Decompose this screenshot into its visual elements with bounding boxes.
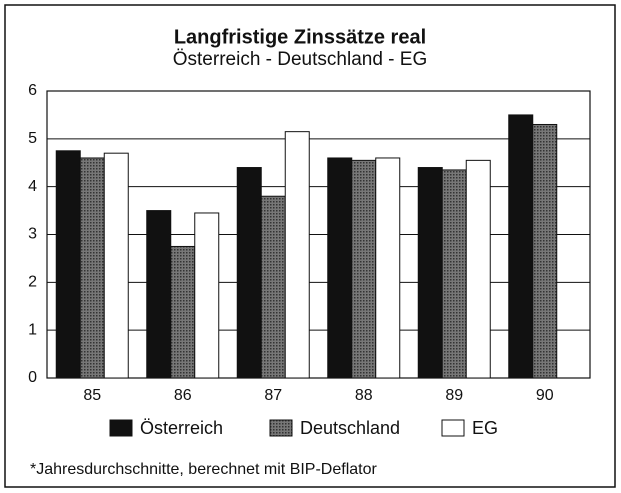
x-tick-label: 89 (445, 387, 463, 404)
x-tick-label: 85 (83, 387, 101, 404)
y-tick-label: 0 (28, 369, 37, 386)
bar (532, 123, 558, 379)
legend-swatch (441, 419, 465, 437)
bar (146, 210, 172, 379)
y-tick-label: 6 (28, 82, 37, 99)
x-tick-label: 86 (174, 387, 192, 404)
bar (260, 195, 286, 379)
legend-label: EG (472, 418, 498, 438)
bar (103, 152, 129, 379)
y-tick-label: 3 (28, 226, 37, 243)
x-tick-label: 88 (355, 387, 373, 404)
frame (4, 4, 616, 488)
bar (508, 114, 534, 379)
legend-swatch (269, 419, 293, 437)
y-tick-label: 4 (28, 178, 37, 195)
y-tick-label: 2 (28, 274, 37, 291)
y-tick-label: 1 (28, 321, 37, 338)
bar (79, 157, 105, 379)
chart-title: Langfristige Zinssätze real (174, 26, 426, 48)
bar (375, 157, 401, 379)
bar (194, 212, 220, 379)
bar (327, 157, 353, 379)
bar (465, 159, 491, 379)
chart-subtitle: Österreich - Deutschland - EG (173, 49, 427, 70)
bar (284, 131, 310, 379)
legend-swatch (109, 419, 133, 437)
bar (351, 159, 377, 379)
bar (170, 245, 196, 379)
y-tick-label: 5 (28, 130, 37, 147)
footnote: *Jahresdurchschnitte, berechnet mit BIP-… (30, 461, 378, 478)
plot-frame (46, 90, 591, 379)
legend-label: Österreich (140, 418, 223, 438)
bar (417, 167, 443, 379)
bar (55, 150, 81, 379)
bar (236, 167, 262, 379)
legend-label: Deutschland (300, 418, 400, 438)
bar (441, 169, 467, 379)
x-tick-label: 87 (264, 387, 282, 404)
x-tick-label: 90 (536, 387, 554, 404)
